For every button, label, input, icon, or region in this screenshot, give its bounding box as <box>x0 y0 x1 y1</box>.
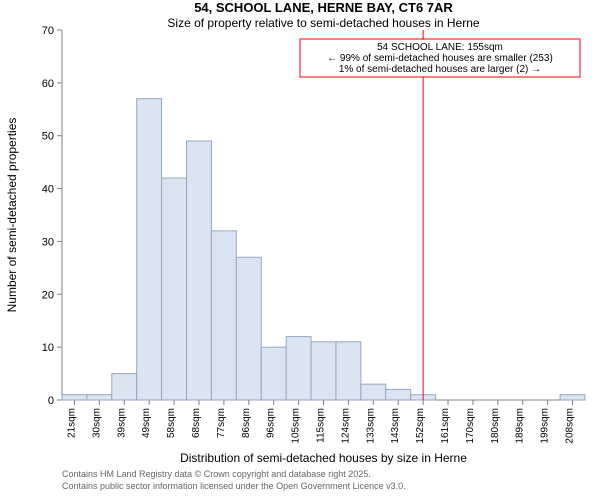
x-tick-label: 115sqm <box>316 408 327 443</box>
histogram-bar <box>62 395 87 400</box>
y-tick-label: 30 <box>42 236 54 248</box>
x-tick-label: 180sqm <box>490 408 501 444</box>
x-tick-label: 133sqm <box>365 408 376 444</box>
annotation-line: ← 99% of semi-detached houses are smalle… <box>327 53 553 64</box>
histogram-bar <box>286 337 311 400</box>
y-tick-label: 0 <box>48 395 54 407</box>
x-tick-label: 49sqm <box>141 408 152 438</box>
histogram-bar <box>261 347 286 400</box>
y-tick-label: 40 <box>42 184 54 196</box>
histogram-bar <box>311 342 336 400</box>
annotation-line: 1% of semi-detached houses are larger (2… <box>339 64 541 75</box>
histogram-bar <box>162 178 187 400</box>
chart-subtitle: Size of property relative to semi-detach… <box>167 16 479 30</box>
histogram-bar <box>560 395 585 400</box>
x-tick-label: 208sqm <box>565 408 576 444</box>
x-tick-label: 161sqm <box>440 408 451 444</box>
x-axis-label: Distribution of semi-detached houses by … <box>180 451 467 465</box>
x-tick-label: 58sqm <box>166 408 177 438</box>
x-tick-label: 124sqm <box>340 408 351 444</box>
y-tick-label: 70 <box>42 25 54 37</box>
x-tick-label: 68sqm <box>191 408 202 438</box>
x-tick-label: 189sqm <box>515 408 526 444</box>
histogram-bar <box>211 231 236 400</box>
x-tick-label: 105sqm <box>291 408 302 444</box>
x-tick-label: 152sqm <box>415 408 426 444</box>
x-tick-label: 39sqm <box>116 408 127 438</box>
histogram-bar <box>137 99 162 400</box>
histogram-bar <box>87 395 112 400</box>
y-tick-label: 20 <box>42 289 54 301</box>
x-tick-label: 21sqm <box>66 408 77 438</box>
histogram-bar <box>187 141 212 400</box>
x-tick-label: 30sqm <box>91 408 102 438</box>
x-tick-label: 77sqm <box>216 408 227 438</box>
y-tick-label: 60 <box>42 78 54 90</box>
histogram-bar <box>386 389 411 400</box>
footer-line: Contains public sector information licen… <box>62 481 406 491</box>
x-tick-label: 143sqm <box>390 408 401 444</box>
x-tick-label: 96sqm <box>266 408 277 438</box>
annotation-line: 54 SCHOOL LANE: 155sqm <box>377 42 503 53</box>
chart-title: 54, SCHOOL LANE, HERNE BAY, CT6 7AR <box>194 0 453 15</box>
histogram-bar <box>361 384 386 400</box>
chart-svg: 54, SCHOOL LANE, HERNE BAY, CT6 7ARSize … <box>0 0 600 500</box>
y-axis-label: Number of semi-detached properties <box>5 118 19 313</box>
x-tick-label: 199sqm <box>540 408 551 444</box>
y-tick-label: 50 <box>42 131 54 143</box>
x-tick-label: 170sqm <box>465 408 476 444</box>
footer-line: Contains HM Land Registry data © Crown c… <box>62 469 371 479</box>
histogram-bar <box>336 342 361 400</box>
histogram-bar <box>112 374 137 400</box>
histogram-bar <box>236 257 261 400</box>
x-tick-label: 86sqm <box>241 408 252 438</box>
histogram-chart: 54, SCHOOL LANE, HERNE BAY, CT6 7ARSize … <box>0 0 600 500</box>
y-tick-label: 10 <box>42 342 54 354</box>
